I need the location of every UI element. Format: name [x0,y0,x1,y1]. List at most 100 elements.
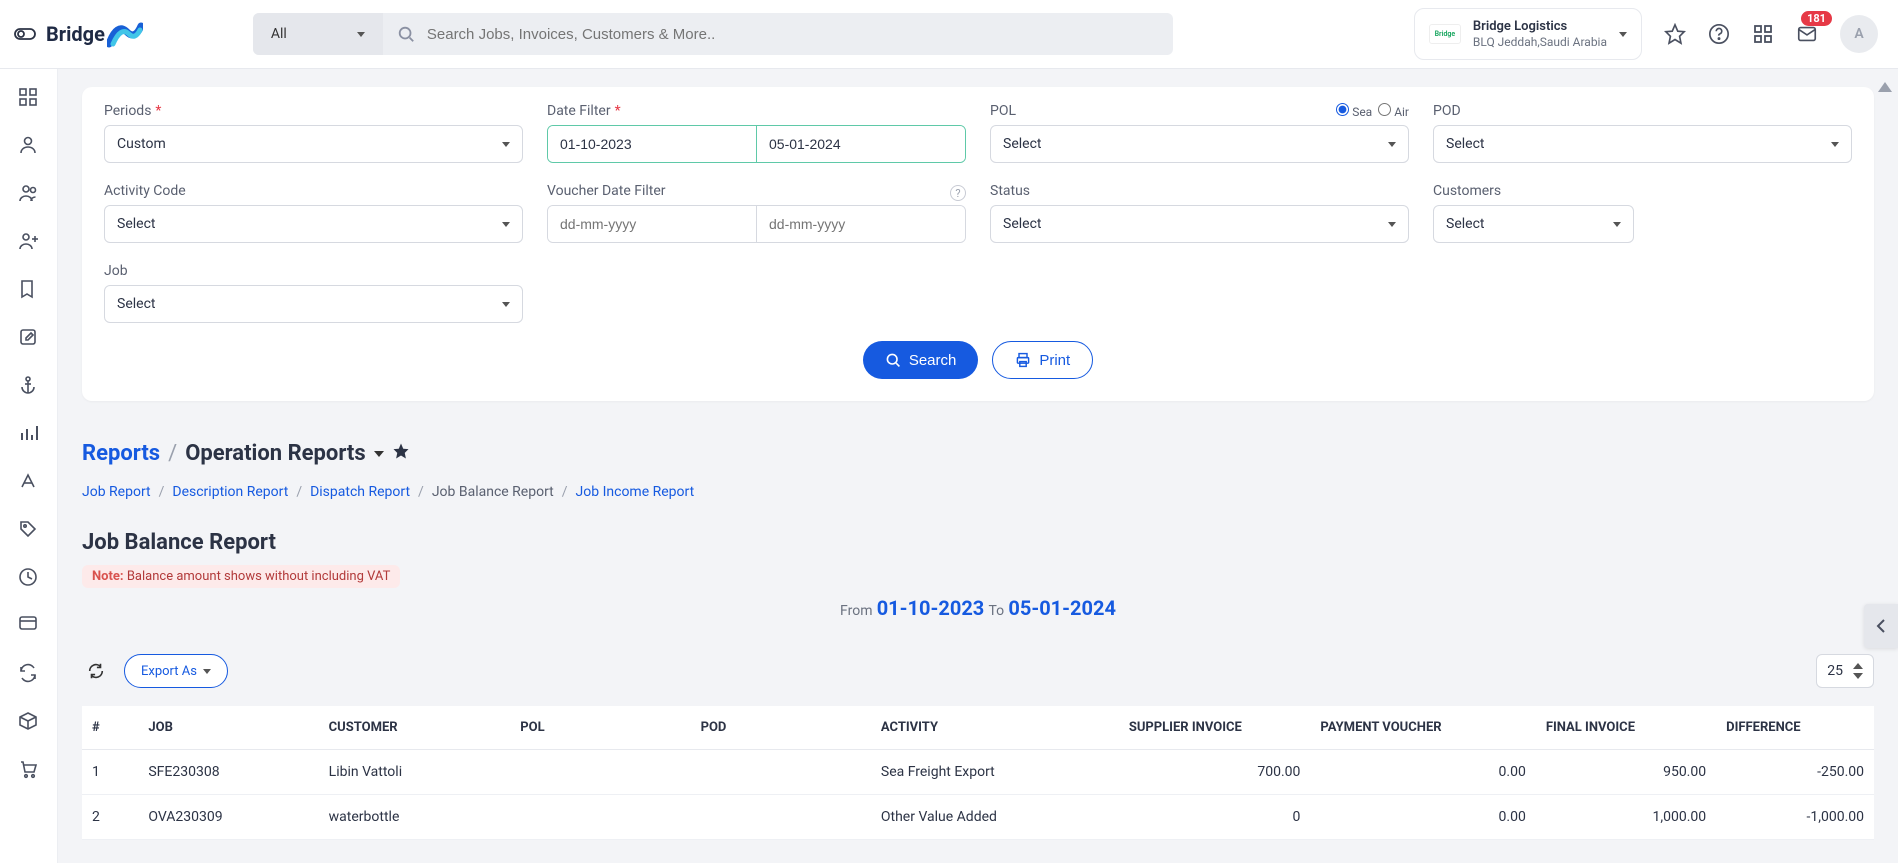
star-icon[interactable] [392,441,410,466]
pod-label: POD [1433,103,1852,119]
date-filter-label: Date Filter [547,103,611,119]
tag-icon[interactable] [18,519,40,541]
pod-select[interactable]: Select [1433,125,1852,163]
to-label: To [988,603,1004,619]
star-icon[interactable] [1664,23,1686,45]
page-breadcrumb: Reports / Operation Reports [82,441,1874,466]
col-difference: DIFFERENCE [1716,706,1874,750]
date-to-input[interactable] [757,126,965,162]
search-scope-label: All [271,26,287,42]
customers-label: Customers [1433,183,1852,199]
activity-code-value: Select [117,216,155,232]
table-row[interactable]: 2OVA230309waterbottleOther Value Added00… [82,795,1874,840]
page-size-select[interactable]: 25 [1816,654,1874,688]
scroll-up-icon[interactable] [1878,78,1892,92]
tab-description-report[interactable]: Description Report [172,484,288,500]
activity-code-select[interactable]: Select [104,205,523,243]
sync-icon[interactable] [18,663,40,685]
table-row[interactable]: 1SFE230308Libin VattoliSea Freight Expor… [82,750,1874,795]
print-button-label: Print [1039,352,1070,369]
filter-card: Periods * Custom Date Filter * POL [82,87,1874,401]
report-tabs: Job Report / Description Report / Dispat… [82,484,1874,500]
search-icon [885,352,901,368]
from-date: 01-10-2023 [877,596,985,620]
required-mark: * [615,103,621,119]
col-pod: POD [691,706,871,750]
reports-link[interactable]: Reports [82,441,160,466]
refresh-button[interactable] [82,657,110,685]
breadcrumb-sep: / [168,441,177,466]
app-logo[interactable]: Bridge [46,20,143,48]
export-button[interactable]: Export As [124,654,228,688]
pol-select[interactable]: Select [990,125,1409,163]
periods-select[interactable]: Custom [104,125,523,163]
chevron-down-icon[interactable] [374,451,384,457]
chevron-down-icon [502,142,510,147]
activity-code-field: Activity Code Select [104,183,523,243]
search-button-label: Search [909,352,957,369]
tab-dispatch-report[interactable]: Dispatch Report [310,484,410,500]
print-button[interactable]: Print [992,341,1093,379]
pol-mode-radios: Sea Air [1336,103,1409,119]
person-icon[interactable] [18,135,40,157]
activity-code-label: Activity Code [104,183,523,199]
chevron-down-icon [1619,32,1627,37]
customers-value: Select [1446,216,1484,232]
dashboard-icon[interactable] [18,87,40,109]
help-icon[interactable] [1708,23,1730,45]
periods-value: Custom [117,136,166,152]
periods-label: Periods [104,103,151,119]
periods-field: Periods * Custom [104,103,523,163]
date-filter-field: Date Filter * [547,103,966,163]
org-switcher[interactable]: Bridge Bridge Logistics BLQ Jeddah,Saudi… [1414,8,1642,60]
customers-field: Customers Select [1433,183,1852,243]
search-input[interactable] [427,26,1159,43]
logo-text: Bridge [46,22,105,46]
chevron-down-icon [357,32,365,37]
date-from-input[interactable] [548,126,756,162]
search-input-wrapper [383,25,1173,43]
date-filter-pair [547,125,966,163]
box-icon[interactable] [18,711,40,733]
tab-job-income-report[interactable]: Job Income Report [576,484,695,500]
org-texts: Bridge Logistics BLQ Jeddah,Saudi Arabia [1473,19,1607,49]
card-icon[interactable] [18,615,40,637]
avatar[interactable]: A [1840,15,1878,53]
people-icon[interactable] [18,183,40,205]
search-scope-dropdown[interactable]: All [253,13,383,55]
anchor-icon[interactable] [18,375,40,397]
cart-icon[interactable] [18,759,40,781]
edit-icon[interactable] [18,327,40,349]
font-icon[interactable] [18,471,40,493]
col-activity: ACTIVITY [871,706,1119,750]
chevron-down-icon [502,222,510,227]
mail-icon[interactable]: 181 [1796,23,1818,45]
to-date: 05-01-2024 [1008,596,1116,620]
radio-air[interactable]: Air [1378,103,1409,119]
chart-icon[interactable] [18,423,40,445]
voucher-from-input[interactable] [548,206,756,242]
status-select[interactable]: Select [990,205,1409,243]
page-size-value: 25 [1827,663,1843,679]
clock-icon[interactable] [18,567,40,589]
bookmark-icon[interactable] [18,279,40,301]
note-text: Balance amount shows without including V… [127,569,391,584]
radio-sea[interactable]: Sea [1336,103,1372,119]
from-label: From [840,603,872,619]
customers-select[interactable]: Select [1433,205,1634,243]
search-button[interactable]: Search [863,341,979,379]
side-expand-button[interactable] [1864,604,1898,648]
job-select[interactable]: Select [104,285,523,323]
tab-job-balance-report[interactable]: Job Balance Report [432,484,554,500]
pol-field: POL Sea Air Select [990,103,1409,163]
print-icon [1015,352,1031,368]
notification-badge: 181 [1801,11,1832,26]
person-add-icon[interactable] [18,231,40,253]
help-icon[interactable]: ? [950,185,966,201]
sidebar-toggle-icon[interactable] [10,26,40,42]
grid-icon[interactable] [1752,23,1774,45]
voucher-to-input[interactable] [757,206,965,242]
tab-job-report[interactable]: Job Report [82,484,151,500]
col-supplier-invoice: SUPPLIER INVOICE [1119,706,1311,750]
chevron-left-icon [1875,617,1887,635]
